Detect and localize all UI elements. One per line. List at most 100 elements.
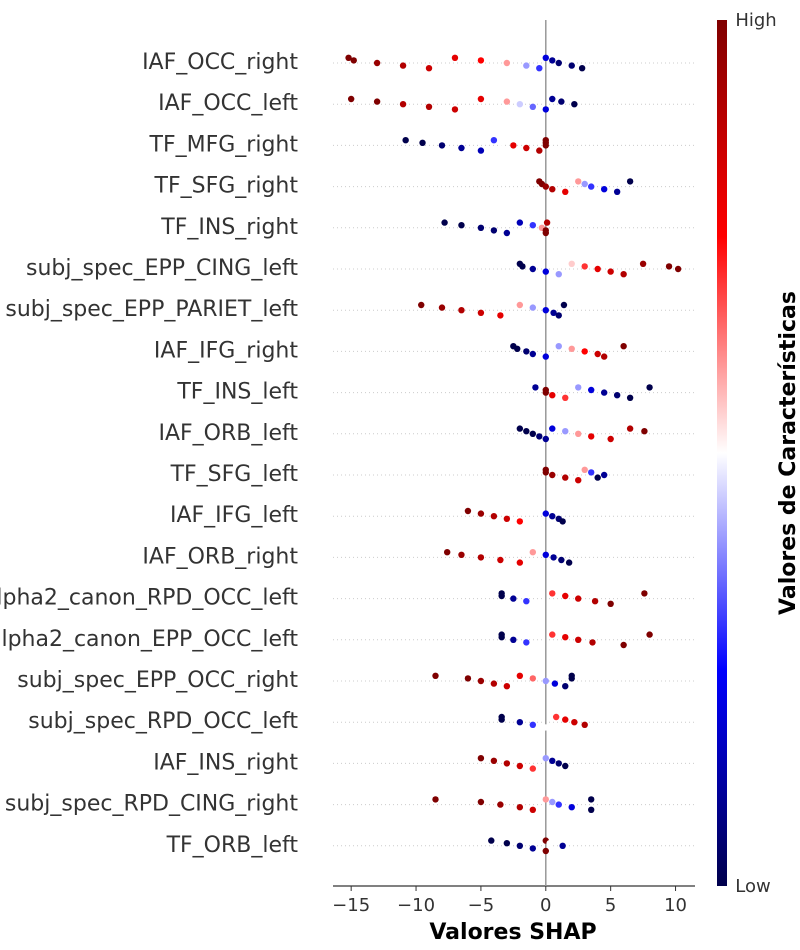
shap-dot — [551, 680, 559, 687]
shap-dot — [589, 639, 596, 646]
shap-dot — [581, 466, 588, 473]
shap-dot — [399, 62, 407, 69]
shap-dot — [613, 188, 621, 195]
shap-dot — [562, 683, 569, 690]
shap-dot — [347, 95, 355, 103]
shap-dot — [425, 65, 433, 72]
shap-dot — [542, 510, 549, 517]
shap-dot — [594, 350, 601, 358]
shap-dot — [600, 471, 608, 479]
x-tick-label: 10 — [664, 895, 687, 916]
shap-dot — [568, 675, 575, 682]
shap-dot — [490, 137, 498, 144]
shap-dot — [568, 260, 575, 267]
shap-dot — [529, 721, 537, 728]
shap-dot — [568, 345, 575, 352]
shap-dot — [523, 598, 530, 605]
shap-dot — [399, 101, 407, 108]
shap-dot — [555, 760, 562, 767]
shap-dot — [477, 755, 485, 762]
shap-dot — [503, 683, 511, 690]
shap-dot — [532, 384, 539, 391]
shap-dot — [529, 845, 537, 852]
shap-dot — [600, 353, 608, 360]
feature-label: subj_spec_EPP_PARIET_left — [5, 297, 298, 322]
shap-dot — [542, 677, 549, 685]
shap-dot — [373, 98, 381, 105]
shap-dot — [594, 265, 601, 273]
shap-dot — [562, 188, 569, 195]
shap-dot — [555, 271, 562, 278]
shap-dot — [536, 147, 543, 154]
shap-dot — [581, 721, 588, 728]
shap-dot — [542, 268, 549, 275]
feature-label: IAF_IFG_left — [170, 503, 298, 528]
x-axis-label: Valores SHAP — [429, 920, 596, 945]
shap-dot — [497, 139, 504, 146]
shap-dot — [542, 724, 549, 731]
x-tick-label: 0 — [540, 895, 551, 916]
shap-dot — [477, 798, 485, 806]
shap-dot — [458, 144, 465, 152]
shap-dot — [542, 54, 549, 61]
shap-dot — [555, 59, 562, 67]
shap-dot — [542, 183, 549, 190]
shap-dot — [536, 641, 543, 649]
shap-dot — [562, 428, 569, 435]
shap-dot — [418, 301, 425, 309]
colorbar-low: Low — [735, 876, 770, 897]
shap-dot — [613, 392, 621, 399]
shap-dot — [516, 425, 524, 432]
shap-dot — [542, 106, 549, 113]
shap-dot — [498, 592, 505, 600]
shap-dot — [542, 796, 549, 803]
shap-dot — [575, 477, 582, 484]
x-tick-label: −10 — [397, 895, 435, 916]
shap-dot — [516, 219, 524, 226]
shap-dot — [542, 142, 549, 149]
shap-dot — [529, 765, 537, 772]
shap-dot — [626, 178, 634, 185]
shap-dot — [542, 435, 549, 443]
shap-dot — [443, 549, 451, 556]
shap-dot — [477, 510, 485, 517]
shap-dot — [591, 598, 599, 605]
shap-dot — [542, 469, 549, 476]
shap-dot — [498, 634, 505, 641]
shap-dot — [600, 389, 608, 396]
shap-dot — [503, 515, 511, 522]
shap-dot — [503, 59, 511, 67]
shap-dot — [562, 394, 569, 401]
shap-dot — [503, 760, 511, 767]
shap-dot — [516, 842, 524, 849]
shap-dot — [490, 680, 498, 687]
feature-label: alpha2_canon_EPP_OCC_left — [0, 627, 298, 652]
colorbar-high: High — [735, 10, 776, 31]
shap-dot — [560, 301, 568, 309]
feature-label: subj_spec_RPD_OCC_left — [28, 709, 298, 734]
shap-dot — [549, 186, 556, 193]
shap-dot — [546, 840, 553, 847]
shap-dot — [575, 384, 582, 391]
shap-dot — [600, 186, 608, 193]
feature-label: IAF_OCC_left — [158, 91, 298, 116]
shap-dot — [458, 307, 465, 314]
shap-dot — [581, 263, 588, 270]
shap-dot — [536, 65, 543, 72]
shap-dot — [425, 103, 433, 111]
shap-dot — [529, 806, 537, 813]
shap-dot — [562, 592, 569, 600]
feature-label: TF_INS_right — [160, 215, 298, 240]
shap-dot — [588, 183, 595, 190]
shap-dot — [477, 677, 485, 685]
colorbar-label: Valores de Características — [776, 291, 800, 615]
shap-dot — [549, 631, 556, 638]
shap-dot — [516, 101, 524, 108]
shap-dot — [550, 309, 557, 316]
shap-dot — [373, 59, 381, 67]
shap-dot — [490, 227, 498, 234]
shap-dot — [451, 54, 459, 61]
shap-dot — [575, 430, 582, 437]
shap-dot — [419, 139, 426, 146]
shap-dot — [523, 639, 530, 646]
